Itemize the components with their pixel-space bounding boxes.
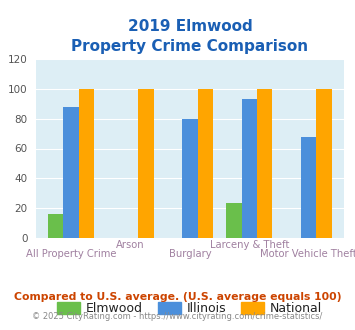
Text: Larceny & Theft: Larceny & Theft bbox=[210, 240, 289, 250]
Legend: Elmwood, Illinois, National: Elmwood, Illinois, National bbox=[52, 297, 327, 320]
Bar bbox=[242, 100, 257, 238]
Bar bbox=[79, 89, 94, 238]
Title: 2019 Elmwood
Property Crime Comparison: 2019 Elmwood Property Crime Comparison bbox=[71, 19, 308, 54]
Bar bbox=[316, 89, 332, 238]
Bar bbox=[48, 214, 64, 238]
Bar bbox=[64, 107, 79, 238]
Text: Burglary: Burglary bbox=[169, 249, 211, 259]
Bar bbox=[138, 89, 154, 238]
Bar bbox=[182, 119, 198, 238]
Bar bbox=[301, 137, 316, 238]
Bar bbox=[226, 203, 242, 238]
Text: © 2025 CityRating.com - https://www.cityrating.com/crime-statistics/: © 2025 CityRating.com - https://www.city… bbox=[32, 312, 323, 321]
Bar bbox=[257, 89, 273, 238]
Text: Motor Vehicle Theft: Motor Vehicle Theft bbox=[260, 249, 355, 259]
Text: Arson: Arson bbox=[116, 240, 145, 250]
Text: Compared to U.S. average. (U.S. average equals 100): Compared to U.S. average. (U.S. average … bbox=[14, 292, 341, 302]
Bar bbox=[198, 89, 213, 238]
Text: All Property Crime: All Property Crime bbox=[26, 249, 116, 259]
